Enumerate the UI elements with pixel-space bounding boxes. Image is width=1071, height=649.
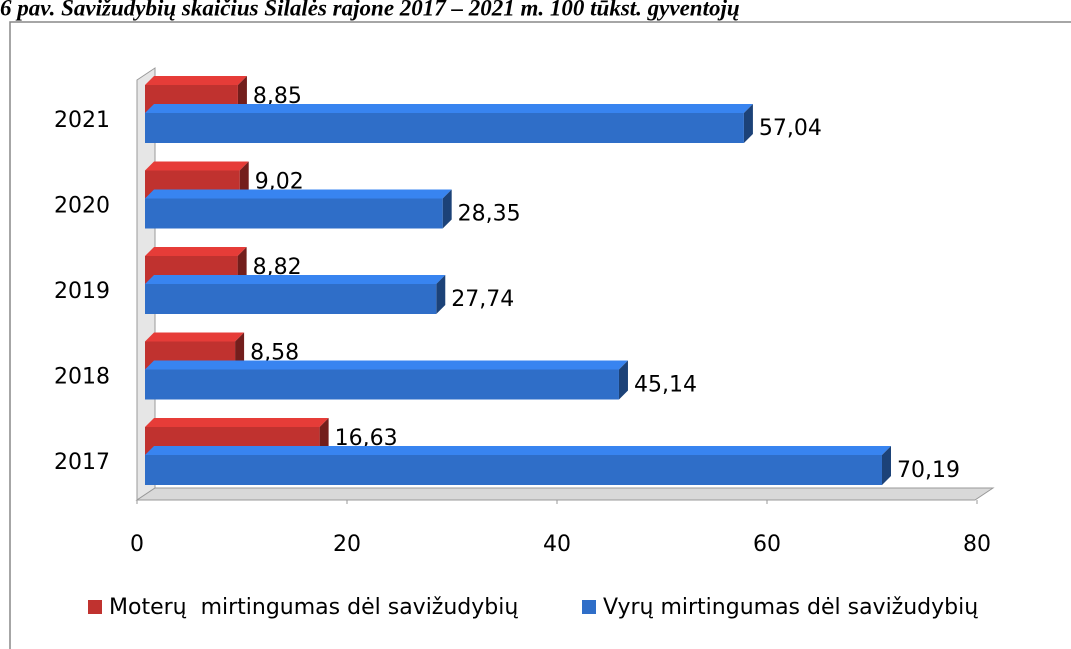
y-tick-label: 2017 (54, 450, 110, 475)
x-tick-label: 0 (130, 532, 144, 557)
bar-top (145, 247, 247, 256)
value-label: 28,35 (458, 202, 521, 227)
bar-side (881, 446, 891, 485)
chart-title: 6 pav. Savižudybių skaičius Šilalės rajo… (0, 0, 740, 20)
bar-side (237, 247, 247, 284)
legend-swatch (88, 600, 102, 614)
bar (145, 455, 882, 485)
bar (145, 369, 619, 400)
bar-side (319, 418, 329, 455)
y-tick-label: 2018 (54, 365, 110, 390)
x-tick-label: 20 (333, 532, 361, 557)
x-tick-label: 40 (543, 532, 571, 557)
bar-side (618, 360, 628, 400)
bar (145, 284, 437, 314)
bar-side (237, 76, 247, 113)
bar-top (145, 104, 753, 113)
bar (145, 113, 744, 143)
legend-label: Moterų mirtingumas dėl savižudybių (109, 595, 518, 620)
x-tick-label: 80 (963, 532, 991, 557)
bar-top (145, 446, 891, 455)
bar-side (239, 161, 249, 199)
value-label: 27,74 (451, 287, 514, 312)
floor (135, 487, 995, 501)
x-tick-label: 60 (753, 532, 781, 557)
bar-side (436, 275, 446, 314)
value-label: 57,04 (759, 116, 822, 141)
value-label: 45,14 (634, 373, 697, 398)
value-label: 70,19 (897, 458, 960, 483)
bar-top (145, 332, 245, 342)
bar-side (442, 189, 452, 229)
bar-top (145, 189, 452, 199)
bar-top (145, 161, 249, 171)
legend-swatch (582, 600, 596, 614)
bar-top (145, 76, 247, 85)
bar-side (235, 332, 245, 370)
bar-top (145, 360, 628, 370)
y-tick-label: 2019 (54, 279, 110, 304)
legend-label: Vyrų mirtingumas dėl savižudybių (603, 595, 978, 620)
y-tick-label: 2021 (54, 108, 110, 133)
bar-top (145, 275, 446, 284)
bar-side (743, 104, 753, 143)
bar-top (145, 418, 329, 427)
y-tick-label: 2020 (54, 194, 110, 219)
bar (145, 198, 443, 229)
